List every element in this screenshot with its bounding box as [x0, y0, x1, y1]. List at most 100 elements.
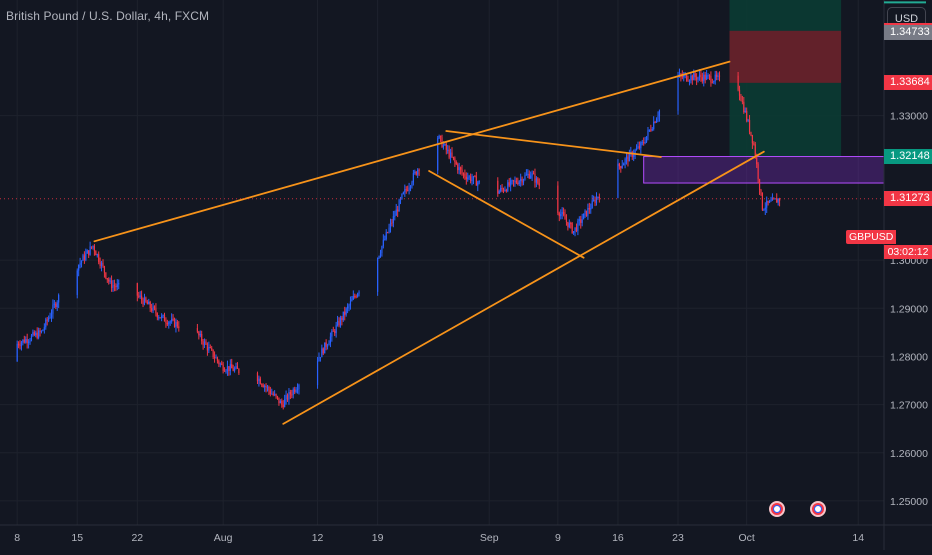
candle-down: [687, 80, 689, 82]
price-label-badge: 1.31273: [884, 191, 932, 207]
candle-down: [325, 342, 327, 347]
candle-down: [571, 223, 573, 233]
candle-up: [233, 368, 236, 371]
candle-down: [710, 75, 712, 83]
candle-up: [378, 255, 380, 259]
trendline-wedge-upper: [93, 60, 731, 243]
candle-up: [264, 386, 266, 388]
candle-down: [354, 296, 356, 298]
candle-up: [478, 180, 480, 183]
candle-down: [758, 179, 761, 190]
candle-down: [256, 373, 259, 382]
y-tick-label: 1.28000: [890, 351, 928, 363]
candle-up: [226, 366, 229, 371]
candle-down: [115, 286, 117, 288]
candle-down: [55, 303, 57, 308]
candle-down: [222, 364, 224, 371]
candle-down: [627, 156, 629, 162]
candle-down: [704, 74, 706, 80]
candle-down: [338, 321, 340, 326]
us-flag-icon[interactable]: [769, 501, 785, 517]
candle-up: [568, 223, 570, 228]
candle-up: [321, 348, 323, 358]
candle-up: [624, 159, 626, 164]
candle-down: [155, 308, 157, 314]
candle-up: [411, 182, 413, 187]
x-tick-label: 15: [71, 532, 83, 544]
candle-down: [754, 144, 756, 158]
candle-up: [35, 332, 37, 336]
candle-up: [89, 246, 91, 255]
candle-down: [746, 110, 748, 121]
candle-down: [218, 360, 220, 364]
candle-up: [399, 198, 402, 201]
candle-up: [292, 389, 294, 395]
candle-down: [558, 213, 560, 217]
candle-down: [700, 74, 702, 78]
candle-down: [474, 176, 476, 178]
candle-down: [521, 178, 523, 183]
candle-down: [236, 366, 239, 369]
candle-down: [291, 394, 293, 396]
x-tick-label: 14: [852, 532, 864, 544]
candle-down: [341, 317, 343, 321]
candle-up: [535, 178, 538, 183]
candle-up: [477, 182, 479, 186]
candle-down: [585, 210, 588, 216]
candle-down: [231, 364, 233, 369]
candle-up: [86, 250, 88, 254]
candle-up: [412, 173, 414, 183]
candle-down: [502, 189, 505, 191]
candle-down: [761, 192, 764, 210]
candle-up: [584, 210, 586, 214]
candle-down: [462, 173, 465, 175]
candle-up: [583, 213, 585, 220]
candle-up: [402, 192, 404, 194]
candle-down: [415, 171, 417, 175]
candle-down: [618, 163, 620, 167]
trendline-wedge-lower: [282, 150, 765, 425]
candle-down: [457, 164, 459, 171]
candle-up: [621, 165, 623, 168]
candle-up: [524, 175, 526, 180]
candle-up: [143, 297, 146, 305]
candle-up: [319, 357, 322, 359]
candle-up: [85, 253, 87, 260]
candle-up: [766, 200, 768, 208]
candle-up: [707, 75, 709, 77]
candle-down: [212, 349, 214, 358]
candle-down: [760, 189, 762, 193]
candle-down: [501, 187, 503, 190]
candle-down: [228, 366, 230, 371]
candle-down: [538, 183, 540, 186]
candle-down: [142, 299, 144, 305]
candle-down: [26, 339, 28, 343]
candle-up: [112, 285, 114, 289]
candle-up: [768, 200, 771, 203]
y-tick-label: 1.33000: [890, 111, 928, 123]
candle-down: [701, 77, 703, 82]
candle-up: [50, 313, 53, 317]
candle-up: [653, 121, 655, 129]
us-flag-icon[interactable]: [810, 501, 826, 517]
candle-up: [717, 75, 719, 77]
candle-down: [173, 318, 176, 327]
candle-down: [344, 311, 346, 315]
candle-down: [172, 318, 174, 320]
trendline-flag-upper: [445, 130, 662, 158]
candle-up: [635, 148, 638, 151]
candle-down: [767, 200, 769, 203]
candle-up: [597, 196, 599, 198]
candle-up: [168, 322, 170, 325]
candle-up: [688, 80, 691, 82]
candle-down: [465, 176, 467, 180]
candle-up: [148, 301, 150, 305]
candle-down: [232, 368, 234, 371]
candle-down: [332, 330, 334, 332]
candle-up: [408, 187, 410, 191]
candle-down: [532, 173, 535, 175]
candle-up: [392, 216, 394, 224]
candle-down: [570, 223, 572, 225]
